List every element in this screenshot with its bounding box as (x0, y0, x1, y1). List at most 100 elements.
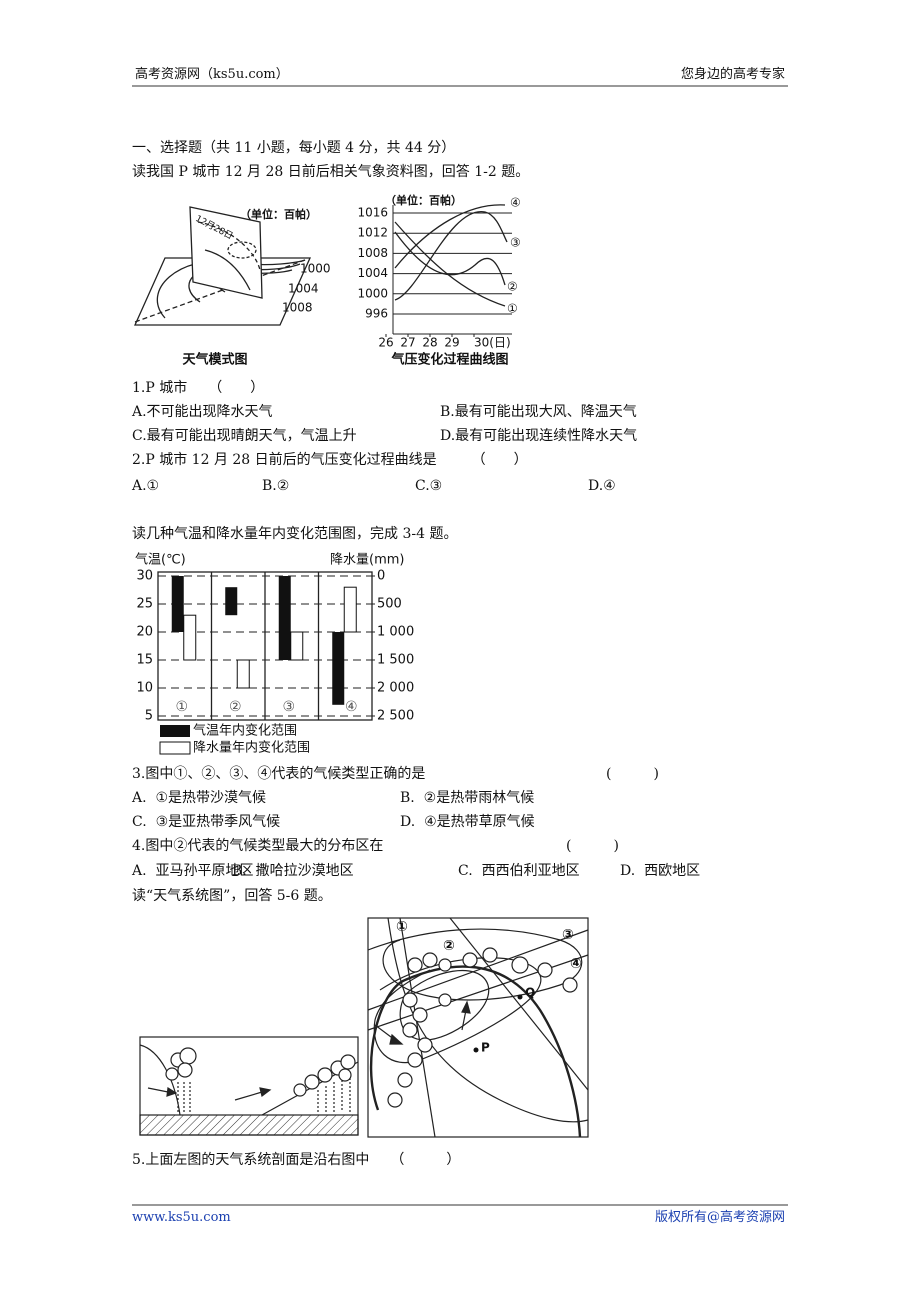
weather-system-map-part-part (537, 962, 553, 978)
front-profile-part (234, 1091, 263, 1101)
weather-system-map-part-part (482, 947, 498, 963)
y2-tick-label: 0 (377, 569, 385, 584)
isobar-label: 1000 (300, 262, 331, 276)
precipitation-bar (290, 631, 304, 661)
weather-system-map-part (389, 1033, 404, 1045)
weather-system-map-part-part (402, 992, 418, 1008)
header-rule (132, 85, 788, 1206)
option: A. 亚马孙平原地区 (132, 863, 254, 879)
front-profile-part (177, 1078, 351, 1112)
y-tick-label: 30 (136, 569, 153, 584)
option: A.① (132, 478, 160, 494)
weather-system-map-part (367, 917, 589, 1138)
y-tick-label: 1008 (357, 246, 388, 260)
pressure-curve-part (394, 211, 508, 301)
weather-system-map-part-part (387, 1092, 403, 1108)
y-tick-label: 25 (136, 597, 153, 612)
precipitation-bar (236, 659, 250, 689)
model-date: 12月28日 (193, 213, 234, 242)
column-label: ② (229, 699, 242, 715)
weather-model-part (215, 269, 293, 293)
question-stem: 4.图中②代表的气候类型最大的分布区在 (132, 838, 384, 854)
y-tick-label: 5 (145, 709, 153, 724)
precipitation-bar (183, 614, 197, 661)
front-profile-part (165, 1047, 197, 1081)
temperature-bar (332, 632, 345, 705)
intro: 读几种气温和降水量年内变化范围图，完成 3-4 题。 (132, 526, 458, 542)
intro: 读“天气系统图”，回答 5-6 题。 (132, 888, 332, 904)
weather-model-part (133, 257, 312, 326)
question-stem: 2.P 城市 12 月 28 日前后的气压变化过程曲线是 （ ） (132, 452, 528, 468)
y2-tick-label: 1 500 (377, 653, 414, 668)
pressure-curve (394, 204, 508, 307)
weather-model-part (204, 249, 251, 291)
option: C.③ (415, 478, 443, 494)
weather-system-map-part-part (417, 1037, 433, 1053)
front-profile-part-part (165, 1067, 179, 1081)
x-tick-label: 28 (422, 336, 437, 350)
weather-system-map-part (461, 1000, 471, 1014)
y-tick-label: 1016 (357, 206, 388, 220)
front-profile-part (259, 1087, 272, 1098)
option: B.最有可能出现大风、降温天气 (440, 404, 637, 420)
front-profile-part-part (170, 1052, 186, 1068)
weather-model-part (197, 221, 261, 271)
pressure-unit: （单位：百帕） (385, 193, 462, 207)
front-profile-part (166, 1086, 178, 1097)
option: C.最有可能出现晴朗天气，气温上升 (132, 428, 357, 444)
column-label: ③ (282, 699, 295, 715)
weather-system-map-part (399, 970, 490, 1041)
front-profile-part-part (177, 1062, 193, 1078)
front-profile-part (139, 1036, 359, 1136)
weather-system-map-part (399, 917, 436, 1138)
legend-label: 气温年内变化范围 (193, 723, 297, 739)
front-profile (139, 1036, 359, 1136)
weather-system-map-part (367, 954, 589, 1031)
front-profile-part-part (179, 1047, 197, 1065)
region-label: ③ (562, 927, 574, 943)
figure-caption: 天气模式图 (182, 352, 247, 368)
weather-system-map-part (367, 929, 589, 1011)
front-profile-part-part (340, 1054, 356, 1070)
weather-system-map-part-part (407, 1052, 423, 1068)
curve-label: ③ (510, 236, 521, 250)
temperature-bar (171, 576, 184, 632)
axis-title: 降水量(mm) (330, 553, 404, 568)
pressure-curve-part (394, 231, 506, 286)
option: A. ①是热带沙漠气候 (132, 790, 267, 806)
pressure-curve-part (394, 221, 506, 307)
region-label: ④ (570, 956, 582, 972)
weather-system-map-part-part (562, 977, 578, 993)
weather-model-part (156, 259, 306, 319)
weather-system-map-part (374, 1024, 396, 1041)
y-tick-label: 1012 (357, 226, 388, 240)
y-tick-label: 1000 (357, 286, 388, 300)
x-tick-label: 27 (400, 336, 415, 350)
footer-right: 版权所有@高考资源网 (654, 1210, 785, 1225)
option: D.最有可能出现连续性降水天气 (440, 428, 638, 444)
option: D.④ (588, 478, 616, 494)
weather-system-map-part (367, 928, 583, 1001)
front-profile-part-part (293, 1083, 307, 1097)
legend-label: 降水量年内变化范围 (193, 740, 310, 756)
front-profile-part-part (338, 1068, 352, 1082)
y2-tick-label: 2 500 (377, 709, 414, 724)
answer-blank: ( ) (606, 766, 659, 782)
point-marker (517, 994, 523, 1000)
y-tick-label: 15 (136, 653, 153, 668)
x-tick-label: 26 (378, 336, 393, 350)
precipitation-bar (343, 586, 357, 633)
legend-swatch (160, 725, 190, 737)
curve-label: ② (507, 280, 518, 294)
weather-system-map-part (449, 917, 589, 1091)
weather-model-part (134, 259, 306, 323)
figure-caption: 气压变化过程曲线图 (391, 352, 508, 368)
front-profile-part (139, 1044, 181, 1116)
weather-system-map-part-part (462, 952, 478, 968)
option: B. ②是热带雨林气候 (400, 790, 535, 806)
option: B.② (262, 478, 290, 494)
point-marker (473, 1047, 479, 1053)
weather-system-map-part-part (511, 956, 529, 974)
y-tick-label: 1004 (357, 266, 388, 280)
weather-model-part (188, 263, 301, 303)
